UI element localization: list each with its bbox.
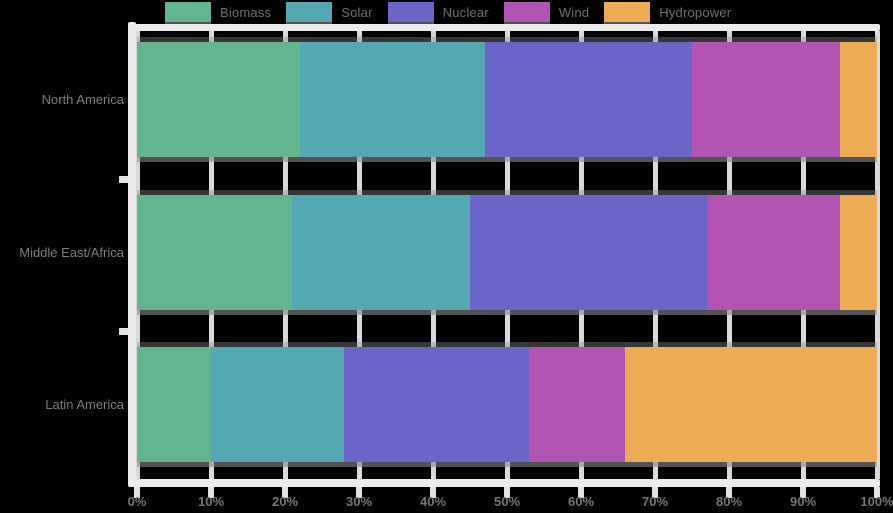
x-axis-tick-label: 0% [127,494,147,509]
bar-segment-biomass [137,42,300,157]
y-axis-category-label: Middle East/Africa [19,244,124,260]
bar-segment-biomass [137,347,211,462]
x-axis-tick-label: 70% [641,494,669,509]
x-axis-tick [356,487,362,498]
legend-item-1[interactable]: Solar [286,2,372,22]
bar-segment-solar [299,42,485,157]
y-axis-tick [119,328,128,335]
bar-segment-nuclear [344,347,530,462]
legend-item-2[interactable]: Nuclear [387,2,489,22]
x-axis-tick [652,487,658,498]
bar-row [137,42,877,157]
legend-label: Nuclear [442,4,489,20]
legend-label: Biomass [220,4,272,20]
legend-swatch-icon [286,2,333,22]
x-axis-tick [134,487,140,498]
bar-segment-biomass [137,195,293,310]
x-axis-tick [208,487,214,498]
x-axis-tick-label: 80% [715,494,743,509]
legend-label: Wind [558,4,590,20]
y-axis-category-label: Latin America [45,396,124,412]
legend-item-3[interactable]: Wind [503,2,590,22]
legend-label: Hydropower [659,4,732,20]
x-axis-tick [504,487,510,498]
legend-item-0[interactable]: Biomass [165,2,271,22]
chart-legend: Biomass Solar Nuclear Wind Hydropower [165,1,731,23]
x-axis-tick [578,487,584,498]
gridline [875,31,880,479]
bar-segment-wind [691,42,840,157]
bar-segment-hydropower [625,347,877,462]
x-axis-tick [800,487,806,498]
y-axis-tick [119,176,128,183]
bar-segment-hydropower [839,195,877,310]
bar-segment-hydropower [839,42,877,157]
bar-segment-wind [706,195,840,310]
x-axis-spine [128,479,880,487]
bar-segment-solar [292,195,470,310]
legend-item-4[interactable]: Hydropower [604,2,731,22]
legend-label: Solar [341,4,373,20]
bar-segment-wind [529,347,626,462]
x-axis-tick [282,487,288,498]
y-axis-spine [128,22,136,486]
x-axis-tick [874,487,880,498]
x-axis-tick-label: 10% [197,494,225,509]
x-axis-tick-label: 40% [419,494,447,509]
legend-swatch-icon [387,2,434,22]
bar-segment-nuclear [469,195,707,310]
x-axis-tick [726,487,732,498]
x-axis-tick-label: 20% [271,494,299,509]
legend-swatch-icon [503,2,550,22]
top-spine [128,24,880,31]
y-axis-category-label: North America [41,91,124,107]
legend-swatch-icon [165,2,211,22]
x-axis-tick-label: 30% [345,494,373,509]
bar-row [137,195,877,310]
bar-segment-nuclear [484,42,692,157]
x-axis-tick [430,487,436,498]
x-axis-tick-label: 90% [789,494,817,509]
x-axis-tick-label: 50% [493,494,521,509]
x-axis-tick-label: 60% [567,494,595,509]
bar-segment-solar [211,347,345,462]
legend-swatch-icon [604,2,651,22]
bar-row [137,347,877,462]
x-axis-tick-label: 100% [860,494,893,509]
